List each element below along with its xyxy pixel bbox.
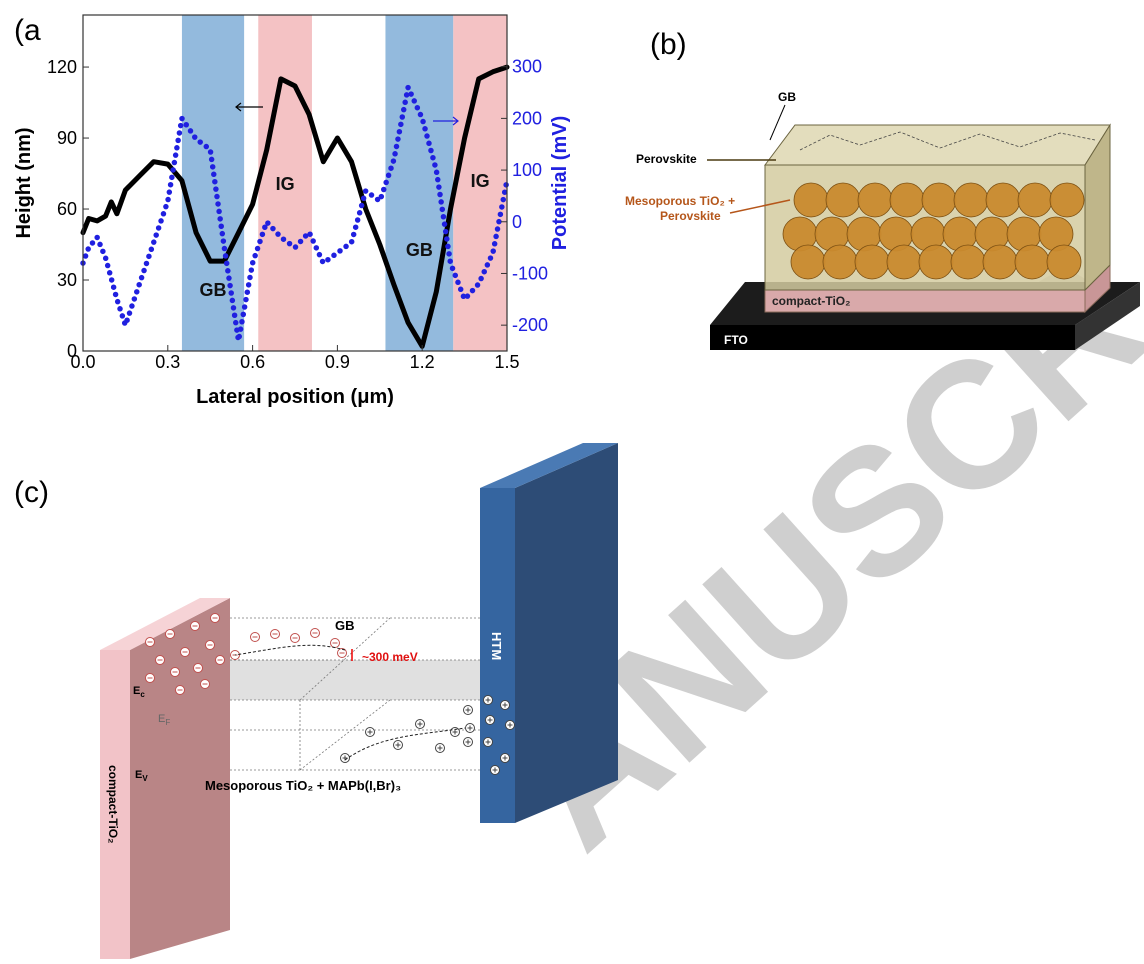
- htm-slab: [515, 443, 618, 823]
- y-tick-label: 30: [57, 270, 77, 290]
- particle: [1050, 183, 1084, 217]
- x-tick-label: 1.2: [410, 352, 435, 372]
- particle: [791, 245, 825, 279]
- x-tick-label: 0.9: [325, 352, 350, 372]
- label: compact-TiO₂: [772, 294, 850, 308]
- x-tick-label: 0.3: [155, 352, 180, 372]
- label: GB: [778, 90, 796, 104]
- label: compact-TiO₂: [106, 765, 120, 843]
- panel-label: (b): [650, 28, 687, 61]
- y2-tick-label: 0: [512, 212, 522, 232]
- y-tick-label: 60: [57, 199, 77, 219]
- symbol: E: [158, 713, 165, 725]
- label: ~300 meV: [362, 650, 418, 664]
- panel-c: (c) GB ~300 meV Ec EF EV Mesoporous TiO₂…: [14, 443, 618, 959]
- particle: [826, 183, 860, 217]
- particle: [858, 183, 892, 217]
- tio2-particles: [783, 183, 1084, 279]
- y2-axis-label: Potential (mV): [549, 116, 571, 250]
- particle: [1018, 183, 1052, 217]
- pointer: [770, 105, 785, 140]
- x-axis-label: Lateral position (μm): [196, 386, 394, 408]
- region-label: IG: [276, 174, 295, 194]
- particle: [954, 183, 988, 217]
- label: Mesoporous TiO₂ + MAPb(I,Br)₃: [205, 778, 401, 793]
- figure: ANUSCR GBIGGBIG0.00.30.60.91.21.50306090…: [0, 0, 1144, 959]
- particle: [986, 183, 1020, 217]
- particle: [922, 183, 956, 217]
- path-arrow: [235, 645, 345, 655]
- y2-tick-label: 300: [512, 57, 542, 77]
- label: Perovskite: [636, 152, 697, 166]
- panel-label: (c): [14, 476, 49, 509]
- label: Perovskite: [660, 209, 721, 223]
- x-tick-label: 1.5: [494, 352, 519, 372]
- region-label: GB: [200, 280, 227, 300]
- y-tick-label: 90: [57, 128, 77, 148]
- particle: [983, 245, 1017, 279]
- particle: [855, 245, 889, 279]
- y2-tick-label: -200: [512, 315, 548, 335]
- region-label: IG: [471, 171, 490, 191]
- y-tick-label: 120: [47, 57, 77, 77]
- region-label: GB: [406, 240, 433, 260]
- y-axis-label: Height (nm): [13, 127, 35, 238]
- subscript: V: [142, 774, 148, 783]
- shaded-region: [385, 15, 453, 351]
- symbol: E: [135, 769, 142, 781]
- panel-label: (a: [14, 14, 41, 47]
- particle: [890, 183, 924, 217]
- particle: [1015, 245, 1049, 279]
- y-tick-label: 0: [67, 341, 77, 361]
- y2-tick-label: 100: [512, 160, 542, 180]
- particle: [823, 245, 857, 279]
- particle: [919, 245, 953, 279]
- particle: [1047, 245, 1081, 279]
- label: HTM: [489, 632, 504, 660]
- panel-b: (b) GB Perovskite Mesoporous TiO₂ + Pero…: [625, 28, 1140, 350]
- perovskite-box: [765, 125, 1110, 165]
- symbol: E: [133, 685, 140, 697]
- subscript: F: [165, 718, 170, 727]
- subscript: c: [140, 690, 145, 699]
- x-tick-label: 0.6: [240, 352, 265, 372]
- particle: [887, 245, 921, 279]
- fto-layer: [710, 325, 1075, 350]
- path-arrow: [345, 728, 465, 760]
- label: GB: [335, 618, 355, 633]
- y2-tick-label: 200: [512, 108, 542, 128]
- label: Mesoporous TiO₂ +: [625, 194, 735, 208]
- particle: [794, 183, 828, 217]
- label: FTO: [724, 333, 748, 347]
- y2-tick-label: -100: [512, 263, 548, 283]
- particle: [951, 245, 985, 279]
